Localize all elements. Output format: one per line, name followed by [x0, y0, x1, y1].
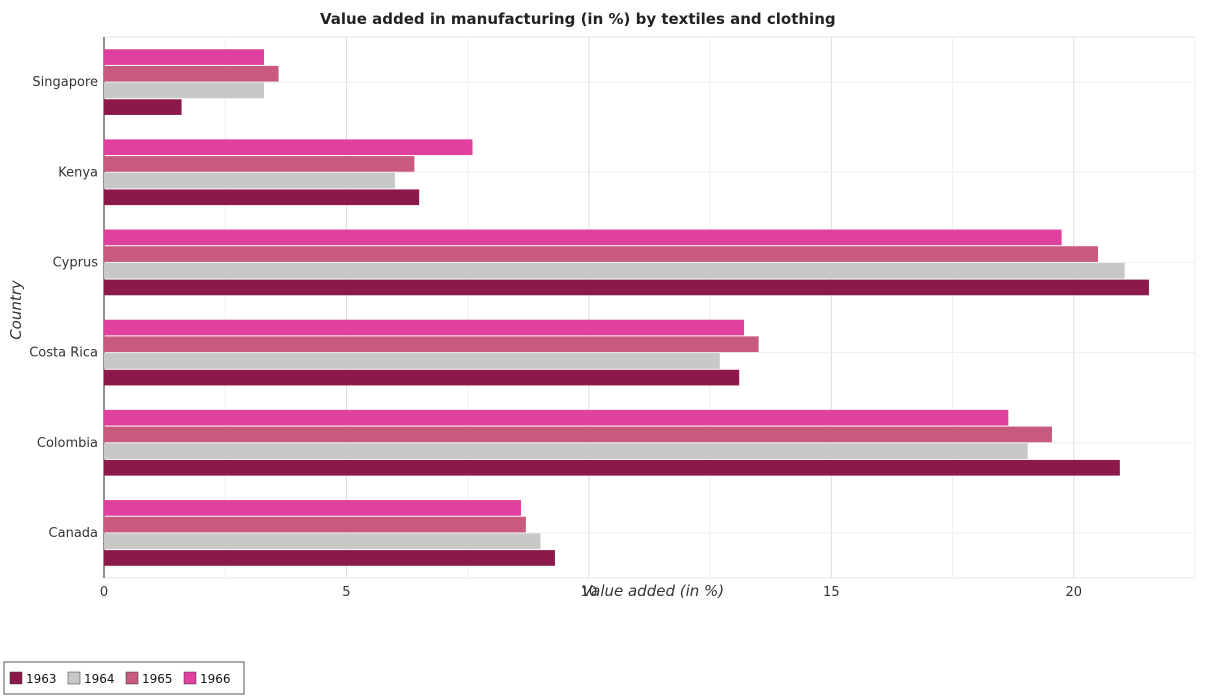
bar-1966: Singapore 1966: 3.3 — [104, 49, 265, 65]
legend-box — [3, 661, 245, 695]
bar-1963: Cyprus 1963: 21.55 — [104, 279, 1149, 296]
bar-1965: Kenya 1965: 6.4 — [104, 156, 415, 172]
bar-1965: Cyprus 1965: 20.5 — [104, 246, 1099, 262]
x-tick-label: 10 — [581, 585, 598, 600]
y-tick-label: Cyprus — [53, 255, 99, 270]
y-tick-labels: Canada Colombia Costa Rica Cyprus Kenya Singa… — [29, 75, 98, 541]
bar-1964: Cyprus 1964: 21.05 — [104, 262, 1125, 279]
legend-swatch — [9, 671, 23, 685]
legend-swatch — [67, 671, 81, 685]
chart-title: Value added in manufacturing (in %) by t… — [320, 10, 836, 28]
x-tick-label: 20 — [1066, 585, 1083, 600]
bar-1965: Colombia 1965: 19.55 — [104, 426, 1052, 443]
bar-1963: Singapore 1963: 1.6 — [104, 99, 182, 115]
bar-1964: Costa Rica 1964: 12.7 — [104, 353, 720, 369]
bar-1964: Colombia 1964: 19.05 — [104, 443, 1028, 459]
y-tick-label: Singapore — [32, 75, 98, 90]
legend: 1963 1964 1965 1966 — [3, 661, 245, 695]
bar-1966: Colombia 1966: 18.65 — [104, 409, 1009, 426]
plot-frame — [103, 36, 1196, 579]
y-axis-title: Country — [7, 279, 25, 340]
bar-1965: Canada 1965: 8.7 — [104, 516, 526, 533]
legend-label: 1965 — [142, 672, 173, 686]
legend-label: 1964 — [84, 672, 115, 686]
bar-1965: Costa Rica 1965: 13.5 — [104, 336, 759, 353]
bar-1966: Cyprus 1966: 19.75 — [104, 229, 1062, 246]
x-axis-title: Value added (in %) — [582, 582, 724, 600]
x-tick-label: 0 — [100, 585, 108, 600]
bar-1966: Canada 1966: 8.6 — [104, 500, 522, 516]
bar-1963: Costa Rica 1963: 13.1 — [104, 369, 740, 386]
bar-1965: Singapore 1965: 3.6 — [104, 65, 279, 82]
y-tick-label: Colombia — [37, 436, 98, 451]
y-tick-label: Kenya — [58, 165, 98, 180]
grid — [103, 36, 1196, 579]
legend-swatch — [125, 671, 139, 685]
x-tick-labels: 0 5 10 15 20 — [100, 585, 1082, 600]
legend-label: 1963 — [26, 672, 57, 686]
y-tick-label: Costa Rica — [29, 346, 98, 361]
y-tick-label: Canada — [49, 526, 98, 541]
bar-1963: Colombia 1963: 20.95 — [104, 459, 1120, 476]
x-tick-label: 5 — [342, 585, 350, 600]
bar-1964: Singapore 1964: 3.3 — [104, 82, 265, 99]
x-tick-label: 15 — [823, 585, 840, 600]
bars: Canada 1963: 9.3Canada 1964: 9Canada 196… — [104, 49, 1149, 566]
bar-1964: Canada 1964: 9 — [104, 533, 541, 550]
legend-label: 1966 — [200, 672, 231, 686]
bar-1964: Kenya 1964: 6 — [104, 172, 395, 189]
bar-1963: Canada 1963: 9.3 — [104, 550, 555, 566]
bar-1966: Kenya 1966: 7.6 — [104, 139, 473, 156]
legend-swatch — [183, 671, 197, 685]
bar-1966: Costa Rica 1966: 13.2 — [104, 319, 745, 336]
bar-1963: Kenya 1963: 6.5 — [104, 189, 420, 206]
